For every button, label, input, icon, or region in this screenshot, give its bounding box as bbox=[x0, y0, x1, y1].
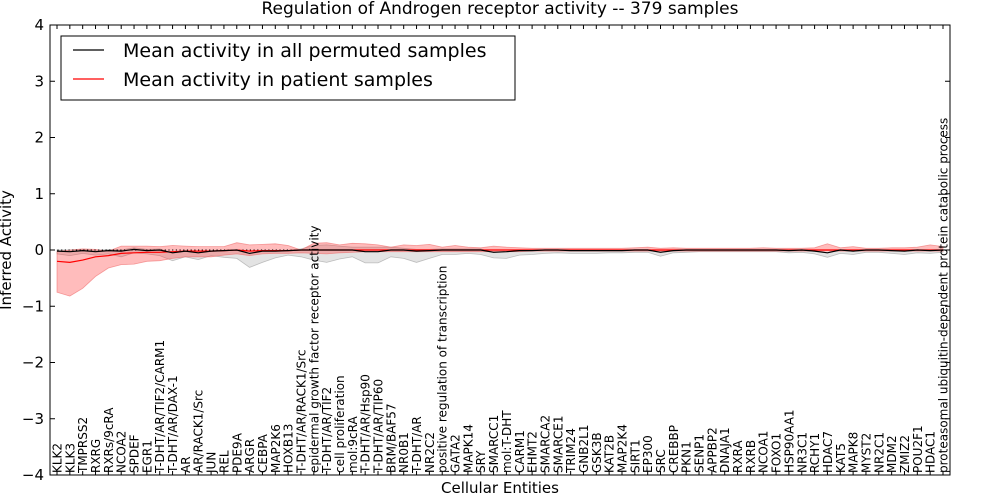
y-tick-label: 2 bbox=[34, 129, 44, 147]
category-label: SRC bbox=[654, 449, 668, 473]
band-patient bbox=[56, 242, 944, 297]
category-label: SMARCA2 bbox=[538, 415, 552, 473]
category-label: SENP1 bbox=[693, 434, 707, 473]
x-axis-ticks bbox=[56, 25, 944, 475]
y-tick-label: 4 bbox=[34, 16, 44, 34]
category-label: MAPK8 bbox=[847, 432, 861, 473]
category-label: AR/RACK1/Src bbox=[192, 390, 206, 473]
category-label: KAT2B bbox=[603, 435, 617, 473]
category-label: epidermal growth factor receptor activit… bbox=[307, 226, 321, 473]
category-label: REL bbox=[217, 450, 231, 473]
series-line-permuted bbox=[56, 248, 944, 255]
y-tick-label: −1 bbox=[22, 297, 44, 315]
category-label: RCHY1 bbox=[808, 433, 822, 473]
category-label: PDE9A bbox=[230, 432, 244, 473]
category-label: JUN bbox=[205, 452, 219, 474]
category-label: KLK3 bbox=[63, 443, 77, 473]
category-label: AR bbox=[179, 456, 193, 473]
category-label: T-DHT/AR/TIF2 bbox=[320, 387, 334, 474]
category-label: CARM1 bbox=[513, 430, 527, 473]
category-label: TMPRSS2 bbox=[76, 417, 90, 474]
category-label: HSP90AA1 bbox=[782, 409, 796, 473]
y-tick-label: 3 bbox=[34, 72, 44, 90]
category-label: CREBBP bbox=[667, 425, 681, 473]
category-label: SMARCE1 bbox=[551, 415, 565, 473]
category-label: MYST2 bbox=[860, 433, 874, 473]
category-label: MAPK14 bbox=[461, 424, 475, 473]
category-label: ARGR bbox=[243, 439, 257, 473]
y-axis-ticks: 4 3 2 1 0 −1 −2 −3 −4 bbox=[22, 16, 950, 484]
category-label: APPBP2 bbox=[705, 427, 719, 473]
category-label: SPDEF bbox=[128, 434, 142, 473]
category-label: T-DHT/AR/TIP60 bbox=[372, 379, 386, 474]
category-label: proteasomal ubiquitin-dependent protein … bbox=[937, 118, 951, 473]
category-label: NCOA2 bbox=[115, 431, 129, 473]
y-tick-label: −4 bbox=[22, 466, 44, 484]
category-label: CEBPA bbox=[256, 433, 270, 473]
category-label: NCOA1 bbox=[757, 431, 771, 473]
category-label: EP300 bbox=[641, 435, 655, 473]
category-label: GATA2 bbox=[449, 434, 463, 473]
category-label: HDAC7 bbox=[821, 431, 835, 473]
category-label: SIRT1 bbox=[628, 439, 642, 473]
category-label: PKN1 bbox=[680, 441, 694, 473]
y-tick-label: 0 bbox=[34, 241, 44, 259]
category-label: EGR1 bbox=[140, 440, 154, 473]
category-label: cell proliferation bbox=[333, 375, 347, 473]
category-label: FOXO1 bbox=[770, 433, 784, 473]
y-tick-label: 1 bbox=[34, 185, 44, 203]
category-label: MAP2K4 bbox=[616, 424, 630, 473]
legend-label-permuted: Mean activity in all permuted samples bbox=[123, 40, 486, 62]
series-lines bbox=[56, 248, 944, 264]
y-tick-label: −2 bbox=[22, 354, 44, 372]
category-label: NR0B1 bbox=[397, 432, 411, 473]
category-label: NR2C1 bbox=[872, 432, 886, 473]
y-axis-label: Inferred Activity bbox=[0, 190, 15, 310]
category-label: HDAC1 bbox=[924, 431, 938, 473]
category-label: HOXB13 bbox=[282, 424, 296, 473]
category-label: positive regulation of transcription bbox=[436, 266, 450, 473]
x-axis-label: Cellular Entities bbox=[441, 479, 559, 497]
category-label: RXRB bbox=[744, 440, 758, 473]
plot-area: KLK2KLK3TMPRSS2RXRGRXRs/9cRANCOA2SPDEFEG… bbox=[22, 16, 951, 484]
category-label: MAP2K6 bbox=[269, 424, 283, 473]
category-label: EHMT2 bbox=[526, 431, 540, 473]
category-label: T-DHT/AR/TIF2/CARM1 bbox=[153, 340, 167, 474]
category-label: GNB2L1 bbox=[577, 425, 591, 473]
legend-box bbox=[60, 35, 516, 101]
category-label: SMARCC1 bbox=[487, 415, 501, 473]
category-label: RXRG bbox=[89, 439, 103, 473]
category-label: RXRs/9cRA bbox=[102, 407, 116, 473]
category-labels: KLK2KLK3TMPRSS2RXRGRXRs/9cRANCOA2SPDEFEG… bbox=[51, 118, 951, 474]
legend-label-patient: Mean activity in patient samples bbox=[123, 69, 433, 91]
category-label: NR2C2 bbox=[423, 432, 437, 473]
category-label: mol:9cRA bbox=[346, 416, 360, 473]
category-label: DNAJA1 bbox=[718, 427, 732, 473]
category-label: RXRA bbox=[731, 440, 745, 473]
category-label: BRM/BAF57 bbox=[384, 403, 398, 473]
category-label: POU2F1 bbox=[911, 425, 925, 473]
y-tick-label: −3 bbox=[22, 410, 44, 428]
category-label: T-DHT/AR/RACK1/Src bbox=[295, 350, 309, 474]
category-label: T-DHT/AR/DAX-1 bbox=[166, 375, 180, 474]
category-label: NR3C1 bbox=[795, 432, 809, 473]
category-label: GSK3B bbox=[590, 432, 604, 473]
legend: Mean activity in all permuted samples Me… bbox=[60, 35, 516, 101]
category-label: mol:T-DHT bbox=[500, 410, 514, 473]
category-label: TRIM24 bbox=[564, 428, 578, 474]
category-label: T-DHT/AR/Hsp90 bbox=[359, 374, 373, 474]
category-label: KAT5 bbox=[834, 443, 848, 473]
category-label: KLK2 bbox=[51, 443, 65, 473]
category-label: SRY bbox=[474, 450, 488, 473]
category-label: T-DHT/AR bbox=[410, 416, 424, 474]
chart-title: Regulation of Androgen receptor activity… bbox=[262, 0, 739, 19]
category-label: ZMIZ2 bbox=[898, 435, 912, 473]
category-label: MDM2 bbox=[885, 435, 899, 473]
